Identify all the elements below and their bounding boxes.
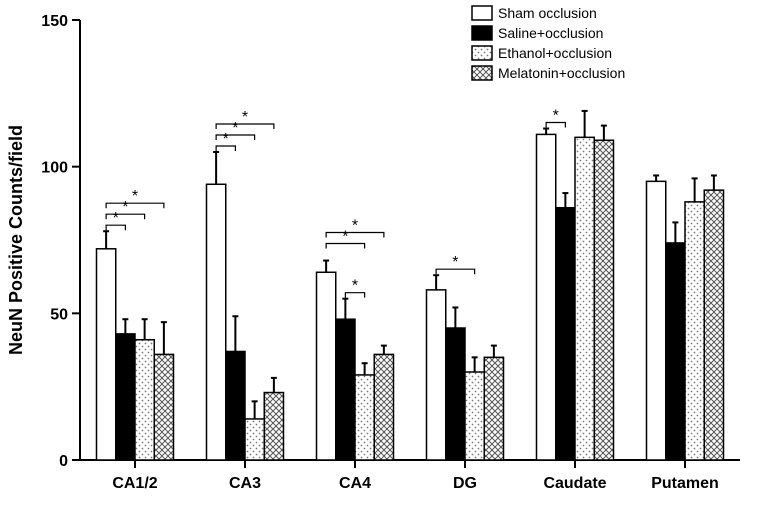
sig-marker: * [452, 254, 458, 271]
y-tick-label: 0 [59, 453, 68, 470]
bar [207, 184, 226, 460]
bar [556, 208, 575, 460]
sig-marker: * [342, 229, 348, 246]
bar [97, 249, 116, 460]
sig-marker: * [553, 108, 559, 125]
y-tick-label: 50 [50, 306, 68, 323]
legend-label: Saline+occlusion [498, 25, 603, 41]
legend-label: Melatonin+occlusion [498, 65, 625, 81]
y-tick-label: 100 [41, 160, 68, 177]
legend-label: Sham occlusion [498, 5, 597, 21]
legend-swatch [472, 66, 492, 80]
bar [446, 328, 465, 460]
sig-marker: * [223, 131, 229, 148]
bar [465, 372, 484, 460]
bar [154, 354, 173, 460]
bar [666, 243, 685, 460]
x-category-label: CA3 [229, 475, 261, 492]
y-axis-label: NeuN Positive Counts/field [6, 125, 26, 355]
x-category-label: CA4 [339, 475, 371, 492]
bar [575, 137, 594, 460]
y-tick-label: 150 [41, 13, 68, 30]
bar [594, 140, 613, 460]
legend-label: Ethanol+occlusion [498, 45, 612, 61]
sig-marker: * [113, 210, 119, 227]
neun-bar-chart: 0 50 100 150 NeuN Positive Counts/field CA1/2… [0, 0, 779, 522]
sig-marker: * [242, 109, 248, 126]
bar [484, 357, 503, 460]
legend-swatch [472, 26, 492, 40]
legend-swatch [472, 46, 492, 60]
x-category-label: CA1/2 [112, 475, 157, 492]
x-category-label: Putamen [651, 475, 719, 492]
bar [245, 419, 264, 460]
bar [336, 319, 355, 460]
sig-marker: * [122, 199, 128, 216]
bar [704, 190, 723, 460]
bar [135, 340, 154, 460]
legend-swatch [472, 6, 492, 20]
bar [427, 290, 446, 460]
bar [226, 351, 245, 460]
x-category-label: DG [453, 475, 477, 492]
sig-marker: * [132, 188, 138, 205]
bar [116, 334, 135, 460]
bar [537, 134, 556, 460]
sig-marker: * [352, 278, 358, 295]
bar [647, 181, 666, 460]
bar [685, 202, 704, 460]
bar [317, 272, 336, 460]
sig-marker: * [352, 218, 358, 235]
bar [374, 354, 393, 460]
x-category-label: Caudate [543, 475, 606, 492]
bar [264, 393, 283, 460]
bar [355, 375, 374, 460]
sig-marker: * [232, 120, 238, 137]
